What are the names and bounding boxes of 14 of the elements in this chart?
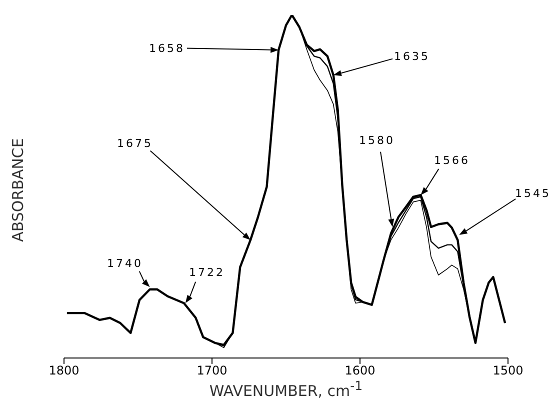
x-axis-title: WAVENUMBER, cm$^{-1}$ [208,378,364,400]
annotation: 1675 [117,137,153,150]
annotation: 1580 [359,134,395,147]
x-tick-label: 1800 [48,364,80,378]
annotation: 1635 [394,50,430,63]
annotation: 1722 [189,266,225,279]
annotation: 1566 [434,154,470,167]
annotation: 1658 [149,42,185,55]
annotation: 1740 [107,257,143,270]
y-axis-title: ABSORBANCE [9,138,27,242]
x-tick-label: 1500 [492,364,524,378]
x-tick-label: 1700 [196,364,228,378]
x-tick-label: 1600 [344,364,376,378]
annotation: 1545 [515,187,551,200]
